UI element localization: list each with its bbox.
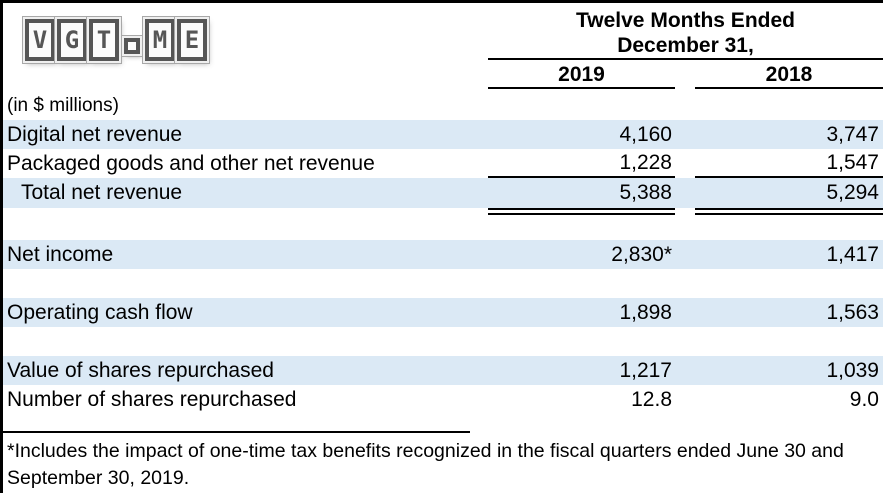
vgtime-logo: V G T M E — [25, 19, 209, 63]
table-row-number-shares-repurchased: Number of shares repurchased 12.8 9.0 — [3, 385, 883, 414]
unit-note-row: (in $ millions) — [3, 91, 883, 120]
column-header-2019: 2019 — [488, 60, 675, 89]
year-columns: 2019 2018 — [488, 60, 883, 89]
value-2019: 1,217 — [619, 359, 672, 382]
row-label: Total net revenue — [21, 181, 183, 204]
row-label: Net income — [7, 243, 114, 266]
period-header: Twelve Months Ended December 31, 2019 20… — [488, 8, 883, 89]
double-rule-2019 — [488, 208, 675, 215]
row-label: Value of shares repurchased — [7, 359, 274, 382]
table-row-digital-net-revenue: Digital net revenue 4,160 3,747 — [3, 120, 883, 149]
table-row-total-net-revenue: Total net revenue 5,388 5,294 — [3, 178, 883, 208]
footnote-text: *Includes the impact of one-time tax ben… — [7, 440, 844, 489]
table-row-value-shares-repurchased: Value of shares repurchased 1,217 1,039 — [3, 356, 883, 385]
value-2019: 4,160 — [619, 123, 672, 146]
logo-dot-icon — [124, 38, 140, 54]
value-2019: 1,898 — [619, 301, 672, 324]
row-label: Number of shares repurchased — [7, 388, 297, 411]
double-rule-2018 — [695, 208, 883, 215]
table-row-operating-cash-flow: Operating cash flow 1,898 1,563 — [3, 298, 883, 327]
value-2018: 1,417 — [826, 243, 879, 266]
row-label: Operating cash flow — [7, 301, 193, 324]
logo-letter-t: T — [89, 19, 119, 61]
logo-letter-m: M — [145, 19, 175, 61]
row-label: Packaged goods and other net revenue — [7, 152, 375, 175]
table-body: (in $ millions) Digital net revenue 4,16… — [3, 91, 883, 492]
footnote-divider — [3, 431, 470, 433]
table-row-packaged-goods: Packaged goods and other net revenue 1,2… — [3, 149, 883, 178]
table-row-net-income: Net income 2,830* 1,417 — [3, 240, 883, 269]
period-title-line1: Twelve Months Ended — [576, 9, 795, 32]
column-gap — [675, 60, 695, 89]
spacer-row — [3, 327, 883, 356]
value-2018: 3,747 — [826, 123, 879, 146]
value-2018: 1,547 — [695, 149, 883, 178]
logo-letter-e: E — [177, 19, 207, 61]
total-double-rule — [3, 208, 883, 216]
logo-letter-v: V — [25, 19, 55, 61]
logo-letter-g: G — [57, 19, 87, 61]
column-header-2018: 2018 — [695, 60, 883, 89]
row-label: Digital net revenue — [7, 123, 183, 146]
period-title-line2: December 31, — [617, 34, 754, 57]
spacer-row — [3, 216, 883, 240]
value-2018: 9.0 — [849, 388, 879, 411]
value-2019: 5,388 — [619, 181, 672, 204]
value-2019: 2,830* — [611, 243, 672, 266]
value-2019: 1,228 — [488, 149, 675, 178]
value-2018: 1,563 — [826, 301, 879, 324]
value-2019: 12.8 — [631, 388, 672, 411]
period-title: Twelve Months Ended December 31, — [488, 8, 883, 60]
value-2018: 1,039 — [826, 359, 879, 382]
value-2018: 5,294 — [826, 181, 879, 204]
spacer-row — [3, 269, 883, 298]
unit-note: (in $ millions) — [7, 95, 119, 116]
